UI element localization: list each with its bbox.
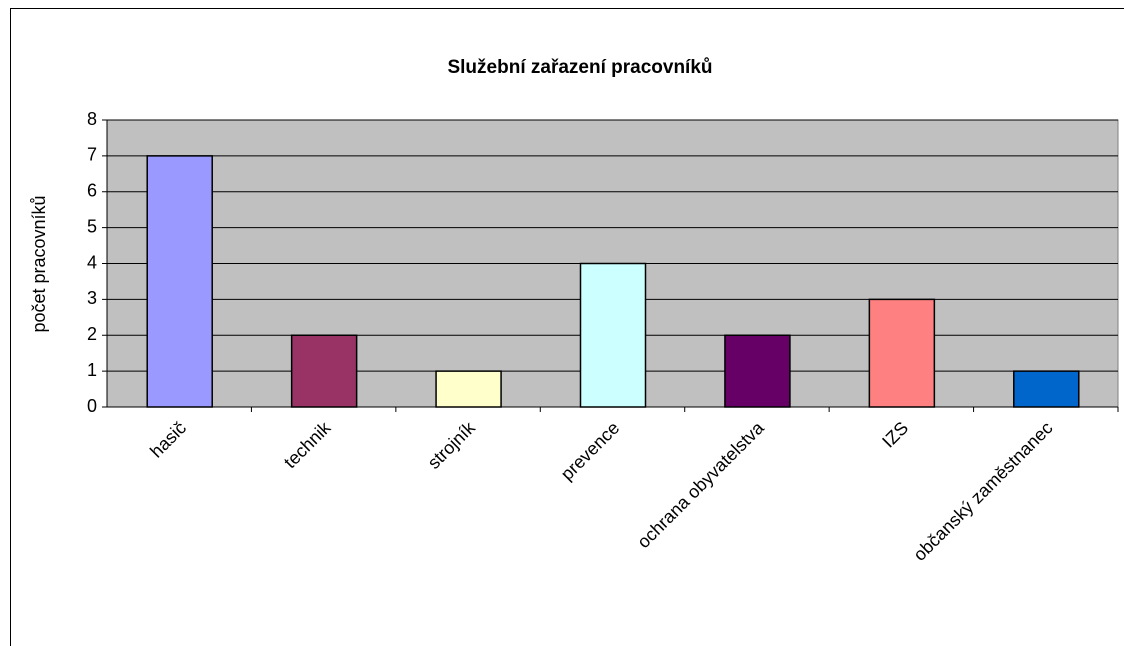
- bar: [579, 262, 647, 408]
- bar: [146, 155, 213, 408]
- bar: [1013, 370, 1080, 408]
- y-tick-label: 6: [87, 181, 97, 201]
- y-tick-label: 1: [87, 360, 97, 380]
- y-tick-label: 5: [87, 216, 97, 236]
- y-tick-label: 2: [87, 324, 97, 344]
- bar: [724, 334, 791, 408]
- y-tick-label: 8: [87, 109, 97, 129]
- bar: [868, 298, 936, 408]
- y-tick-label: 3: [87, 288, 97, 308]
- y-tick-label: 7: [87, 145, 97, 165]
- y-axis-label: počet pracovníků: [29, 195, 49, 332]
- y-tick-label: 0: [87, 396, 97, 416]
- bar: [435, 370, 502, 408]
- chart-title: Služební zařazení pracovníků: [447, 57, 712, 78]
- y-tick-label: 4: [87, 252, 97, 272]
- bar: [290, 334, 358, 408]
